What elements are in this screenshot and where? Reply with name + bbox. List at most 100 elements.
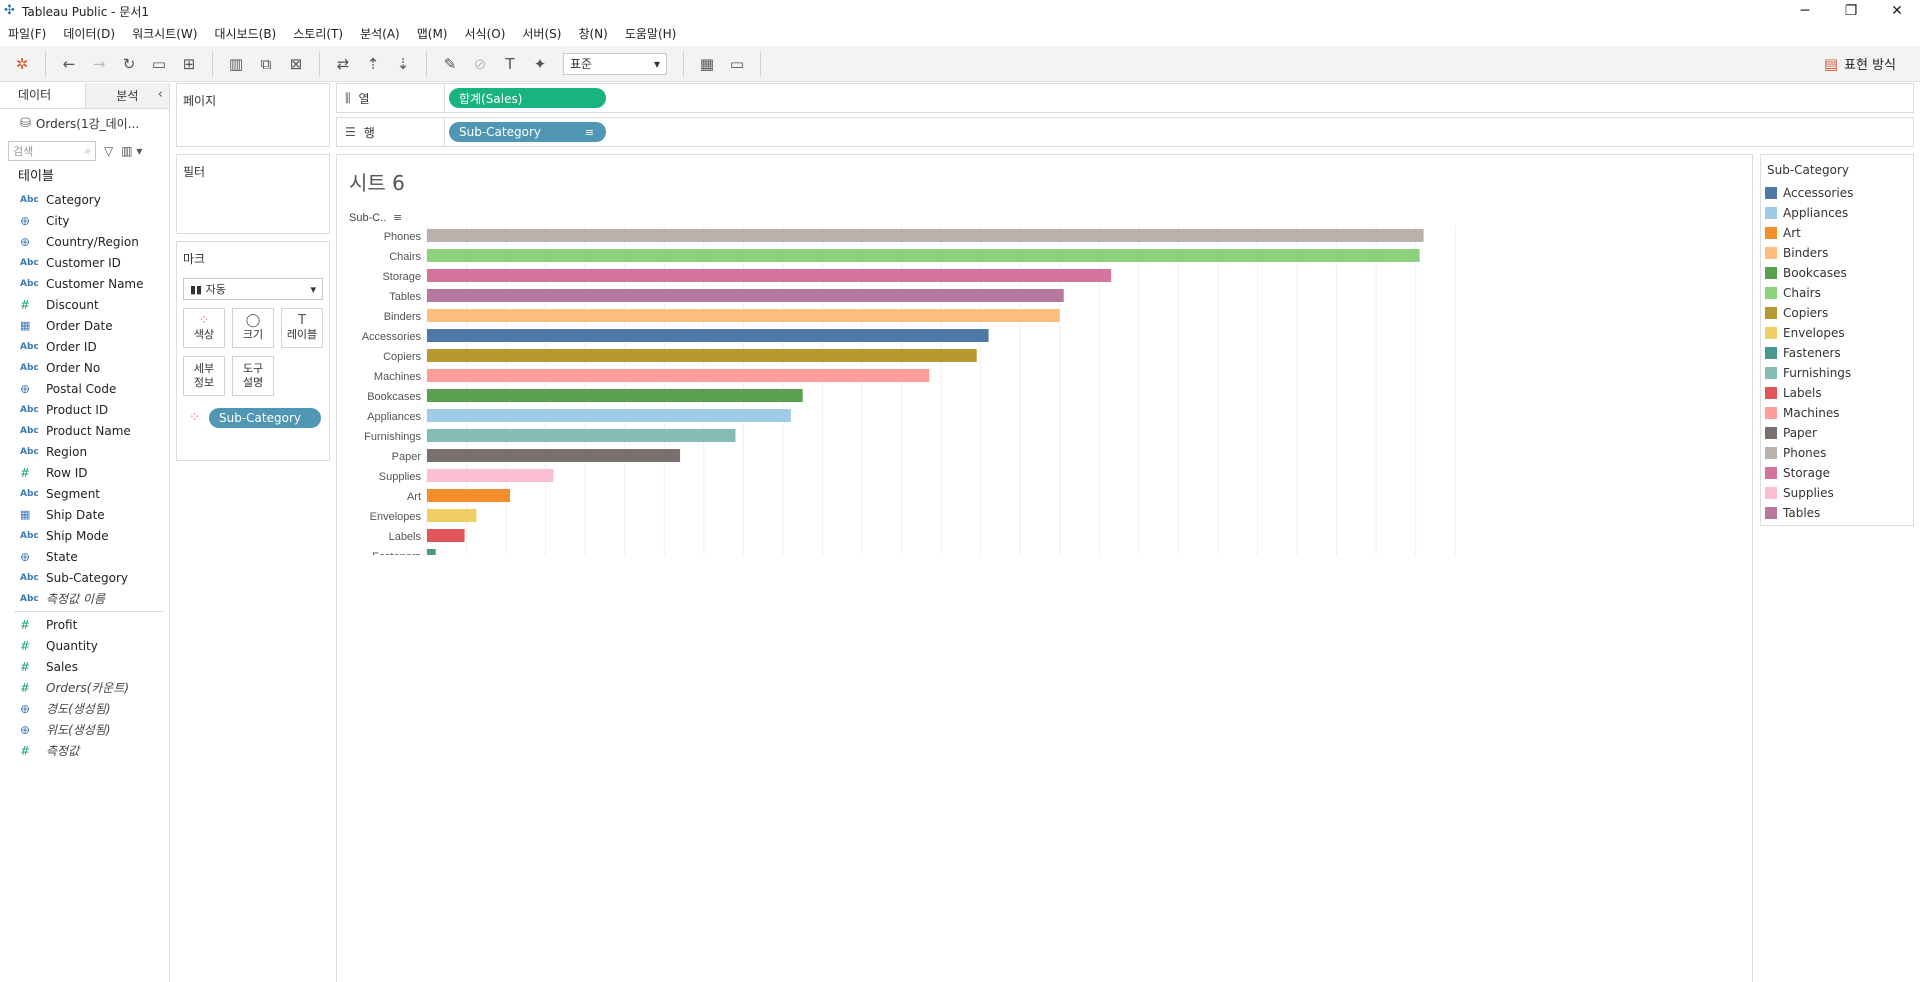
field-item[interactable]: Abc Category xyxy=(0,189,169,210)
menu-worksheet[interactable]: 워크시트(W) xyxy=(132,26,198,41)
legend-item[interactable]: Appliances xyxy=(1761,203,1913,223)
field-item[interactable]: Abc Product ID xyxy=(0,399,169,420)
rows-shelf[interactable]: ☰ 행 Sub-Category ≡ xyxy=(336,117,1914,147)
new-worksheet-icon[interactable]: ▥ xyxy=(228,54,244,73)
mark-detail-button[interactable]: 세부 정보 xyxy=(183,356,225,396)
field-item[interactable]: Abc 측정값 이름 xyxy=(0,588,169,609)
field-item[interactable]: ▦ Ship Date xyxy=(0,504,169,525)
presentation-icon[interactable]: ▭ xyxy=(729,54,745,73)
columns-shelf[interactable]: ⫼ 열 합계(Sales) xyxy=(336,83,1914,113)
field-item[interactable]: # Sales xyxy=(0,656,169,677)
tableau-home-icon[interactable]: ✲ xyxy=(15,54,29,73)
mark-type-select[interactable]: ▮▮ 자동 ▾ xyxy=(183,278,323,300)
field-item[interactable]: ⊕ 위도(생성됨) xyxy=(0,719,169,740)
legend-item[interactable]: Tables xyxy=(1761,503,1913,523)
mark-color-button[interactable]: ⁘ 색상 xyxy=(183,308,225,348)
menu-dashboard[interactable]: 대시보드(B) xyxy=(214,26,277,41)
legend-item[interactable]: Bookcases xyxy=(1761,263,1913,283)
legend-item[interactable]: Machines xyxy=(1761,403,1913,423)
pin-icon[interactable]: ✦ xyxy=(533,54,547,73)
tab-data[interactable]: 데이터 xyxy=(0,83,85,108)
legend-item[interactable]: Copiers xyxy=(1761,303,1913,323)
field-item[interactable]: ⊕ City xyxy=(0,210,169,231)
data-pane: 데이터 분석 ‹ ⛁ Orders(1강_데이... 검색 ⌕ ▽ ▥ ▾ 테이… xyxy=(0,83,170,982)
duplicate-sheet-icon[interactable]: ⧉ xyxy=(260,54,272,73)
field-name: Order No xyxy=(46,360,101,375)
tab-analysis[interactable]: 분석 xyxy=(84,83,169,108)
mark-size-button[interactable]: ◯ 크기 xyxy=(232,308,274,348)
save-icon[interactable]: ▭ xyxy=(151,54,167,73)
legend-item[interactable]: Supplies xyxy=(1761,483,1913,503)
minimize-icon[interactable]: ─ xyxy=(1800,3,1810,19)
legend-item[interactable]: Paper xyxy=(1761,423,1913,443)
replay-icon[interactable]: ↻ xyxy=(122,54,136,73)
fit-select[interactable]: 표준 ▾ xyxy=(563,52,667,75)
show-me-button[interactable]: ▤ 표현 방식 xyxy=(1824,54,1896,74)
labels-icon[interactable]: T xyxy=(505,54,515,73)
restore-icon[interactable]: ❐ xyxy=(1844,3,1858,19)
menu-format[interactable]: 서식(O) xyxy=(464,26,506,41)
field-item[interactable]: Abc Customer Name xyxy=(0,273,169,294)
field-item[interactable]: ⊕ Postal Code xyxy=(0,378,169,399)
menu-analysis[interactable]: 분석(A) xyxy=(360,26,400,41)
field-item[interactable]: Abc Order No xyxy=(0,357,169,378)
sort-descending-icon[interactable]: ⇣ xyxy=(396,54,410,73)
show-cards-icon[interactable]: ▦ xyxy=(699,54,715,73)
collapse-pane-icon[interactable]: ‹ xyxy=(157,87,163,102)
field-item[interactable]: Abc Ship Mode xyxy=(0,525,169,546)
close-icon[interactable]: ✕ xyxy=(1891,3,1903,19)
legend-item[interactable]: Fasteners xyxy=(1761,343,1913,363)
field-item[interactable]: Abc Sub-Category xyxy=(0,567,169,588)
color-pill-subcategory[interactable]: Sub-Category xyxy=(209,408,321,428)
redo-icon[interactable]: → xyxy=(92,54,106,73)
swap-icon[interactable]: ⇄ xyxy=(336,54,350,73)
menu-server[interactable]: 서버(S) xyxy=(522,26,562,41)
columns-pill-sum-sales[interactable]: 합계(Sales) xyxy=(449,88,606,108)
pages-shelf[interactable]: 페이지 xyxy=(176,83,330,147)
sort-ascending-icon[interactable]: ⇡ xyxy=(366,54,380,73)
rows-pill-subcategory[interactable]: Sub-Category ≡ xyxy=(449,122,606,142)
legend-item[interactable]: Binders xyxy=(1761,243,1913,263)
field-item[interactable]: # Profit xyxy=(0,614,169,635)
field-item[interactable]: # Orders(카운트) xyxy=(0,677,169,698)
legend-item[interactable]: Art xyxy=(1761,223,1913,243)
filters-shelf[interactable]: 필터 xyxy=(176,154,330,234)
clear-sheet-icon[interactable]: ⊠ xyxy=(289,54,303,73)
search-input[interactable]: 검색 ⌕ xyxy=(8,141,96,161)
legend-item[interactable]: Labels xyxy=(1761,383,1913,403)
menu-map[interactable]: 맵(M) xyxy=(416,26,448,41)
menu-help[interactable]: 도움말(H) xyxy=(624,26,677,41)
legend-item[interactable]: Storage xyxy=(1761,463,1913,483)
legend-item[interactable]: Envelopes xyxy=(1761,323,1913,343)
legend-item[interactable]: Furnishings xyxy=(1761,363,1913,383)
group-icon[interactable]: ⊘ xyxy=(473,54,487,73)
menu-data[interactable]: 데이터(D) xyxy=(63,26,116,41)
field-item[interactable]: ▦ Order Date xyxy=(0,315,169,336)
field-item[interactable]: # Discount xyxy=(0,294,169,315)
menu-story[interactable]: 스토리(T) xyxy=(293,26,344,41)
field-item[interactable]: # Row ID xyxy=(0,462,169,483)
field-item[interactable]: ⊕ Country/Region xyxy=(0,231,169,252)
undo-icon[interactable]: ← xyxy=(62,54,76,73)
menu-file[interactable]: 파일(F) xyxy=(8,26,47,41)
mark-label-button[interactable]: T 레이블 xyxy=(281,308,323,348)
view-options-icon[interactable]: ▥ ▾ xyxy=(121,144,143,158)
legend-item[interactable]: Phones xyxy=(1761,443,1913,463)
field-item[interactable]: Abc Segment xyxy=(0,483,169,504)
field-item[interactable]: Abc Region xyxy=(0,441,169,462)
mark-tooltip-button[interactable]: 도구 설명 xyxy=(232,356,274,396)
field-item[interactable]: ⊕ 경도(생성됨) xyxy=(0,698,169,719)
legend-item[interactable]: Accessories xyxy=(1761,183,1913,203)
datasource-item[interactable]: ⛁ Orders(1강_데이... xyxy=(0,109,169,137)
field-item[interactable]: ⊕ State xyxy=(0,546,169,567)
legend-item[interactable]: Chairs xyxy=(1761,283,1913,303)
field-item[interactable]: Abc Order ID xyxy=(0,336,169,357)
field-item[interactable]: # Quantity xyxy=(0,635,169,656)
menu-window[interactable]: 창(N) xyxy=(578,26,608,41)
new-datasource-icon[interactable]: ⊞ xyxy=(182,54,196,73)
filter-icon[interactable]: ▽ xyxy=(104,144,114,158)
field-item[interactable]: Abc Product Name xyxy=(0,420,169,441)
field-item[interactable]: Abc Customer ID xyxy=(0,252,169,273)
field-item[interactable]: # 측정값 xyxy=(0,740,169,761)
highlight-icon[interactable]: ✎ xyxy=(443,54,457,73)
